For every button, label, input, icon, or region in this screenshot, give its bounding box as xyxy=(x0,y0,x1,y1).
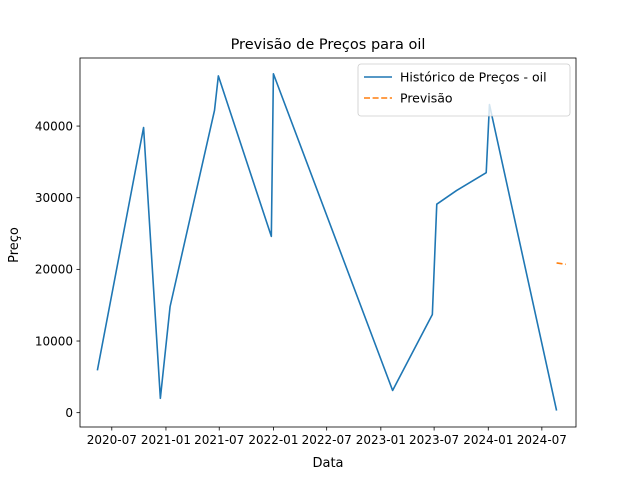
series-line-historico xyxy=(96,72,558,411)
x-tick-label: 2022-07 xyxy=(302,433,352,447)
plot-area: 2020-07 2021-01 2021-07 2022-01 2022-07 2023-… xyxy=(35,57,577,447)
x-tick-label: 2021-01 xyxy=(141,433,191,447)
chart-title: Previsão de Preços para oil xyxy=(231,37,426,53)
x-tick-label: 2024-01 xyxy=(463,433,513,447)
legend-label: Previsão xyxy=(400,91,453,106)
x-tick-label: 2021-07 xyxy=(194,433,244,447)
x-tick-label: 2022-01 xyxy=(248,433,298,447)
legend-box xyxy=(357,63,571,117)
y-tick-label: 30000 xyxy=(35,191,73,205)
x-tick-label: 2023-07 xyxy=(409,433,459,447)
y-axis-label: Preço xyxy=(7,227,22,263)
x-tick-label: 2023-01 xyxy=(356,433,406,447)
y-tick-label: 40000 xyxy=(35,119,73,133)
y-tick-label: 10000 xyxy=(35,334,73,348)
axes-frame xyxy=(79,57,577,428)
x-tick-label: 2024-07 xyxy=(517,433,567,447)
x-axis-label: Data xyxy=(312,456,343,471)
series-line-previsao xyxy=(556,262,566,266)
y-tick-label: 20000 xyxy=(35,263,73,277)
y-tick-label: 0 xyxy=(65,406,73,420)
legend-label: Histórico de Preços - oil xyxy=(400,70,547,85)
legend: Histórico de Preços - oil Previsão xyxy=(357,63,571,117)
x-tick-label: 2020-07 xyxy=(87,433,137,447)
